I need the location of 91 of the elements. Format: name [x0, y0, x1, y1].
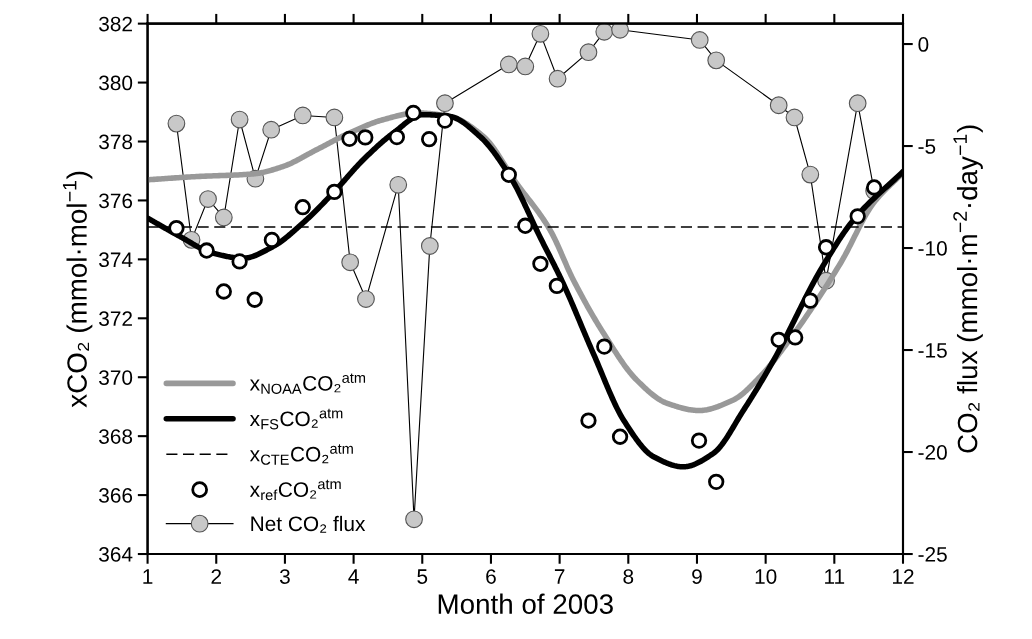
x-tick-label: 1: [143, 569, 153, 584]
point: [293, 106, 312, 125]
point: [690, 31, 709, 49]
point: [579, 43, 598, 62]
y-axis-title: xCO₂ (mmol·mol$^{−1}$): [62, 171, 93, 408]
point: [294, 199, 311, 216]
point: [770, 331, 787, 348]
point: [548, 277, 566, 295]
point: [848, 94, 867, 113]
point: [436, 112, 454, 129]
point: [326, 183, 343, 201]
y2-axis-title: CO₂ flux (mmol·m$^{−2}$·day$^{−1}$): [953, 125, 983, 453]
point: [231, 253, 248, 270]
point: [357, 129, 374, 146]
legend-label: Net CO₂ flux: [251, 515, 366, 533]
x-tick-label: 4: [348, 569, 359, 584]
point: [325, 108, 344, 127]
y2-tick-label: -10: [918, 241, 947, 256]
y-tick-label: 370: [99, 370, 133, 385]
point: [707, 51, 726, 70]
y-tick-label: 376: [99, 193, 133, 209]
point: [420, 130, 438, 148]
point: [580, 412, 597, 429]
x-tick-label: 9: [692, 569, 702, 584]
point: [596, 338, 613, 355]
point: [769, 96, 788, 115]
y-tick-label: 372: [99, 311, 132, 327]
point: [388, 128, 406, 146]
x-tick-label: 10: [755, 569, 777, 584]
point: [817, 239, 835, 256]
point: [532, 255, 549, 272]
y2-tick-label: -5: [918, 139, 936, 154]
point: [801, 165, 820, 184]
point: [199, 190, 217, 208]
point: [787, 329, 804, 346]
point: [531, 24, 550, 43]
point: [516, 57, 535, 76]
y2-tick-label: -25: [918, 547, 947, 562]
x-tick-label: 5: [417, 569, 428, 584]
x-tick-label: 12: [893, 569, 914, 584]
point: [357, 290, 375, 308]
x-tick-label: 3: [279, 569, 290, 584]
point: [246, 291, 263, 308]
point: [690, 432, 708, 449]
y2-tick-label: -20: [918, 445, 947, 460]
y-tick-label: 382: [99, 16, 132, 32]
point: [405, 510, 423, 529]
y-tick-label: 374: [99, 252, 133, 268]
point: [500, 166, 517, 183]
point: [436, 94, 454, 113]
y-tick-label: 368: [99, 429, 133, 444]
point: [420, 237, 439, 255]
point: [866, 179, 883, 196]
point: [263, 231, 281, 249]
point: [517, 217, 534, 234]
x-tick-label: 6: [486, 569, 496, 584]
x-tick-label: 11: [825, 569, 845, 584]
y2-tick-label: 0: [918, 37, 929, 52]
y-tick-label: 366: [99, 488, 133, 503]
point: [802, 292, 819, 309]
point: [215, 283, 232, 300]
point: [214, 208, 233, 227]
y-tick-label: 380: [99, 75, 133, 91]
x-tick-label: 8: [623, 569, 634, 584]
point: [611, 428, 629, 445]
point: [499, 55, 518, 74]
x-tick-label: 2: [211, 569, 221, 584]
legend-label: x$_{ref}$CO₂$^{atm}$: [249, 479, 341, 501]
point: [262, 120, 281, 139]
point: [611, 23, 629, 39]
y2-tick-label: -15: [918, 343, 947, 358]
x-axis-title: Month of 2003: [438, 593, 613, 614]
x-tick-label: 7: [554, 569, 565, 584]
point: [341, 253, 360, 272]
point: [167, 114, 186, 133]
point: [595, 23, 614, 41]
y-tick-label: 364: [99, 547, 133, 562]
y-tick-label: 378: [99, 134, 133, 150]
point: [230, 110, 249, 129]
point: [548, 69, 567, 88]
legend-label: x$_{FS}$CO₂$^{atm}$: [249, 408, 343, 430]
point: [849, 208, 866, 225]
point: [708, 473, 725, 490]
point: [785, 108, 804, 127]
point: [341, 130, 358, 148]
point: [198, 242, 215, 259]
legend-label: x$_{NOAA}$CO₂$^{atm}$: [249, 373, 366, 394]
point: [168, 219, 185, 237]
point: [389, 175, 408, 194]
point: [405, 104, 422, 122]
legend-label: x$_{CTE}$CO₂$^{atm}$: [249, 444, 353, 465]
